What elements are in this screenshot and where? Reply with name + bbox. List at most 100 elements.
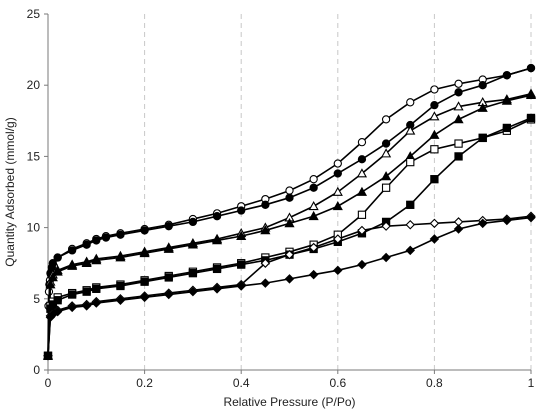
data-point-square — [82, 287, 91, 296]
series-triangle-black — [42, 89, 537, 360]
y-tick-label: 10 — [27, 221, 41, 235]
data-point-diamond — [405, 245, 415, 256]
data-point-diamond — [333, 234, 343, 244]
data-point-triangle — [47, 272, 58, 282]
data-point-diamond — [357, 259, 367, 270]
data-point-diamond — [357, 225, 367, 236]
data-point-circle — [261, 200, 270, 209]
data-point-diamond — [164, 289, 174, 300]
data-point-diamond — [526, 212, 536, 223]
data-point-circle — [478, 81, 487, 90]
data-point-triangle — [356, 186, 368, 196]
data-point-diamond — [477, 218, 488, 229]
data-point-diamond — [308, 269, 319, 280]
data-point-triangle — [332, 186, 343, 196]
data-point-triangle — [52, 266, 63, 276]
x-tick-label: 1 — [528, 376, 535, 390]
series-line — [47, 67, 532, 356]
data-point-square — [430, 175, 439, 184]
data-point-triangle — [405, 125, 416, 135]
data-point-triangle — [81, 257, 92, 268]
data-point-circle — [502, 71, 511, 80]
data-point-diamond — [67, 302, 77, 313]
data-point-circle — [237, 206, 246, 215]
data-point-diamond — [381, 252, 391, 263]
data-point-circle — [309, 183, 318, 192]
data-point-triangle — [45, 279, 56, 289]
data-point-triangle — [308, 200, 319, 211]
data-point-triangle — [429, 111, 440, 121]
data-point-circle — [333, 169, 342, 178]
data-point-circle — [406, 98, 415, 107]
data-point-circle — [188, 217, 198, 227]
data-point-circle — [454, 79, 463, 88]
data-point-diamond — [212, 284, 222, 294]
data-point-circle — [92, 236, 101, 245]
tick-labels: 0 5 10 15 20 25 0 0.2 0.4 0.6 0.8 1 — [27, 7, 535, 390]
data-point-diamond — [429, 218, 440, 229]
y-tick-label: 0 — [33, 363, 40, 377]
data-point-triangle — [115, 252, 126, 262]
data-point-triangle — [260, 225, 271, 235]
data-point-square — [406, 157, 415, 167]
data-point-square — [92, 284, 101, 293]
data-point-diamond — [91, 298, 102, 308]
data-point-triangle — [308, 210, 319, 221]
data-point-triangle — [381, 171, 392, 181]
x-tick-label: 0.4 — [233, 376, 250, 390]
data-point-diamond — [188, 286, 198, 297]
data-point-circle — [285, 186, 294, 195]
data-point-triangle — [477, 102, 488, 112]
x-tick-label: 0 — [45, 376, 52, 390]
data-point-square — [164, 273, 173, 282]
data-point-circle — [140, 226, 149, 235]
data-point-diamond — [260, 258, 271, 268]
data-point-circle — [526, 63, 536, 73]
data-point-triangle — [356, 168, 368, 178]
y-tick-label: 5 — [33, 292, 40, 306]
data-point-triangle — [453, 114, 464, 124]
data-point-diamond — [308, 242, 319, 253]
data-point-diamond — [115, 295, 126, 305]
data-point-square — [188, 269, 198, 278]
data-point-circle — [454, 88, 463, 97]
series-diamond-black — [43, 212, 536, 361]
data-point-triangle — [187, 239, 198, 249]
data-point-circle — [381, 139, 391, 148]
data-point-circle — [212, 212, 222, 221]
data-point-square — [68, 290, 77, 299]
data-point-circle — [430, 100, 439, 110]
y-tick-label: 25 — [27, 7, 41, 21]
y-tick-label: 20 — [27, 78, 41, 92]
data-point-square — [406, 200, 415, 209]
y-axis-title: Quantity Adsorbed (mmol/g) — [3, 117, 17, 266]
data-point-triangle — [163, 243, 174, 253]
data-point-triangle — [429, 129, 440, 139]
data-point-square — [430, 145, 439, 154]
data-point-triangle — [91, 255, 102, 265]
data-point-square — [454, 139, 463, 148]
data-point-diamond — [502, 215, 512, 226]
data-point-triangle — [139, 247, 150, 258]
data-point-triangle — [284, 218, 295, 228]
data-point-square — [502, 123, 511, 133]
data-point-square — [116, 281, 125, 291]
series-line — [47, 67, 532, 356]
data-point-diamond — [333, 265, 343, 276]
data-point-diamond — [284, 249, 295, 260]
data-point-square — [53, 296, 62, 305]
data-point-triangle — [381, 148, 392, 158]
data-point-triangle — [525, 89, 537, 100]
data-point-square — [212, 264, 222, 274]
data-point-diamond — [405, 220, 415, 230]
data-point-diamond — [139, 292, 150, 303]
data-point-square — [237, 260, 246, 269]
x-tick-label: 0.8 — [426, 376, 443, 390]
data-point-diamond — [284, 274, 295, 284]
x-tick-label: 0.2 — [136, 376, 153, 390]
data-point-diamond — [43, 351, 53, 361]
data-point-diamond — [81, 301, 92, 311]
data-point-circle — [101, 233, 111, 242]
data-point-diamond — [52, 306, 63, 317]
